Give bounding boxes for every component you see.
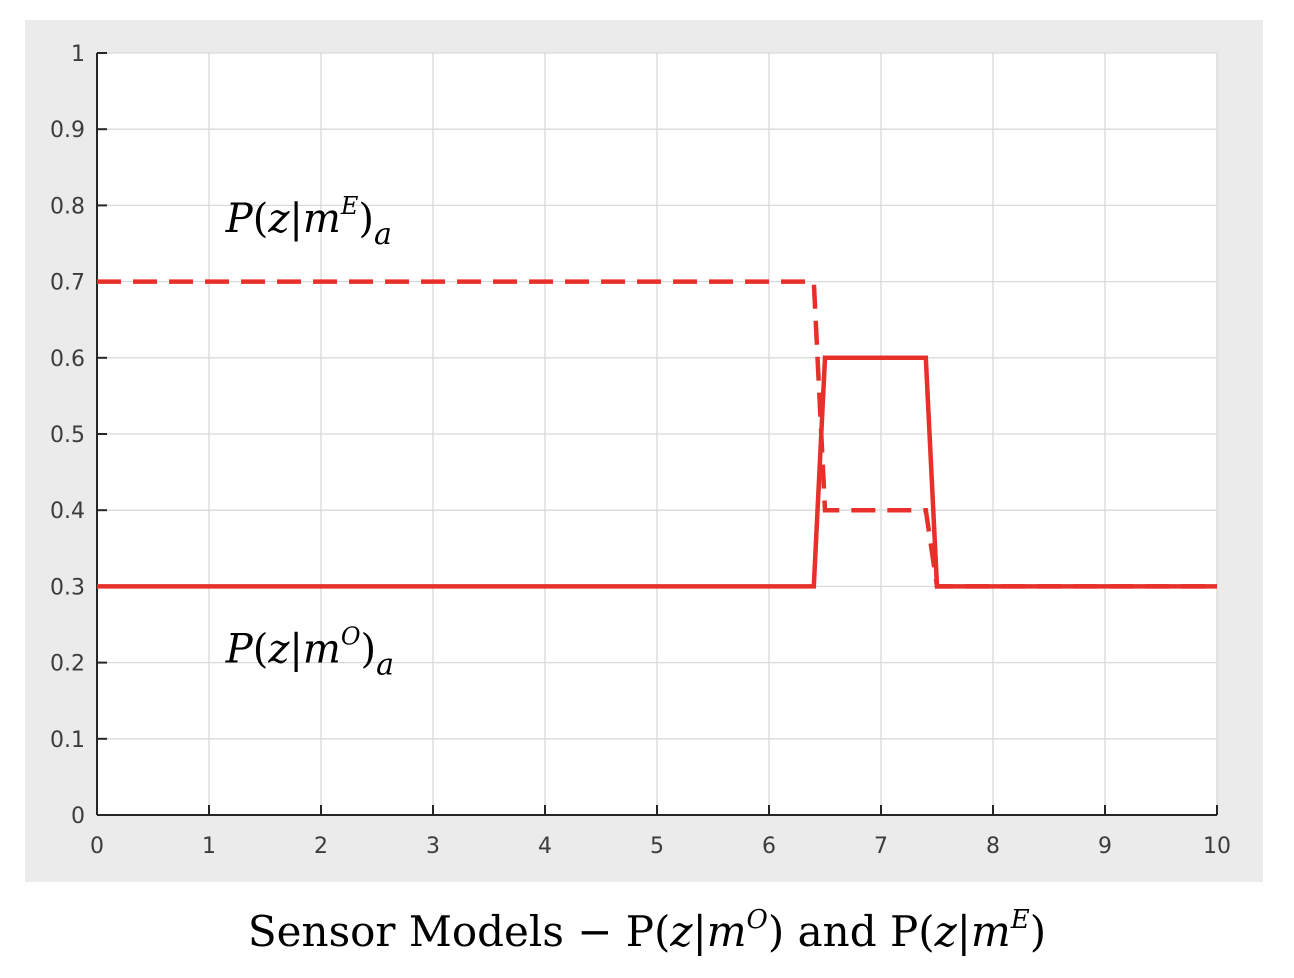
x-tick-label-4: 4	[538, 834, 552, 859]
x-tick-label-2: 2	[314, 834, 328, 859]
y-tick-label-10: 1	[71, 42, 85, 67]
y-tick-label-3: 0.3	[50, 575, 85, 600]
x-tick-label-10: 10	[1203, 834, 1231, 859]
tick-labels: 0 1 2 3 4 5 6 7 8 9 10 0 0.1 0.2 0.3 0.4 0.5 0.6 0.7 0.8 0.9…	[50, 42, 1231, 859]
caption-m2: m	[970, 907, 1011, 956]
y-tick-label-0: 0	[71, 804, 85, 829]
caption-prefix: Sensor Models − P(	[247, 907, 671, 956]
caption-sup1: O	[746, 905, 768, 935]
caption-sup2: E	[1010, 905, 1030, 935]
series-lines	[97, 279, 1217, 589]
y-tick-label-7: 0.7	[50, 271, 85, 296]
y-tick-label-2: 0.2	[50, 652, 85, 677]
y-tick-label-4: 0.4	[50, 499, 85, 524]
series-annotation-0: P(z|mE)a	[225, 192, 392, 252]
series-annotation-1: P(z|mO)a	[225, 623, 394, 683]
caption-bar1: |	[692, 907, 707, 956]
x-tick-label-1: 1	[202, 834, 216, 859]
y-tick-label-8: 0.8	[50, 194, 85, 219]
y-tick-label-1: 0.1	[50, 728, 85, 753]
x-tick-label-9: 9	[1098, 834, 1112, 859]
x-tick-label-6: 6	[762, 834, 776, 859]
caption-z2: z	[934, 907, 957, 956]
caption-suffix: )	[1029, 907, 1047, 956]
caption-bar2: |	[956, 907, 971, 956]
annotations: P(z|mE)a P(z|mO)a	[225, 192, 394, 683]
caption-mid: ) and P(	[767, 907, 935, 956]
y-tick-label-6: 0.6	[50, 347, 85, 372]
chart-panel: 0 1 2 3 4 5 6 7 8 9 10 0 0.1 0.2 0.3 0.4 0.5 0.6 0.7 0.8 0.9…	[25, 20, 1263, 882]
y-tick-label-5: 0.5	[50, 423, 85, 448]
x-tick-label-7: 7	[874, 834, 888, 859]
sensor-model-chart: 0 1 2 3 4 5 6 7 8 9 10 0 0.1 0.2 0.3 0.4 0.5 0.6 0.7 0.8 0.9…	[50, 42, 1231, 859]
x-tick-label-0: 0	[90, 834, 104, 859]
series-line-solid	[97, 355, 1217, 589]
y-tick-label-9: 0.9	[50, 118, 85, 143]
x-tick-label-8: 8	[986, 834, 1000, 859]
caption-z1: z	[670, 907, 693, 956]
figure-caption: Sensor Models − P(z|mO) and P(z|mE)	[0, 905, 1294, 956]
x-tick-label-3: 3	[426, 834, 440, 859]
caption-m1: m	[706, 907, 747, 956]
x-tick-label-5: 5	[650, 834, 664, 859]
axes	[96, 52, 1218, 816]
